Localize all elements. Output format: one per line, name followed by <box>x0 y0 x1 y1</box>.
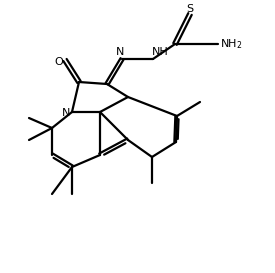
Text: NH$_2$: NH$_2$ <box>220 37 243 51</box>
Text: S: S <box>186 4 194 14</box>
Text: N: N <box>62 108 70 118</box>
Text: O: O <box>54 57 63 67</box>
Text: N: N <box>116 47 124 57</box>
Text: NH: NH <box>152 47 169 57</box>
